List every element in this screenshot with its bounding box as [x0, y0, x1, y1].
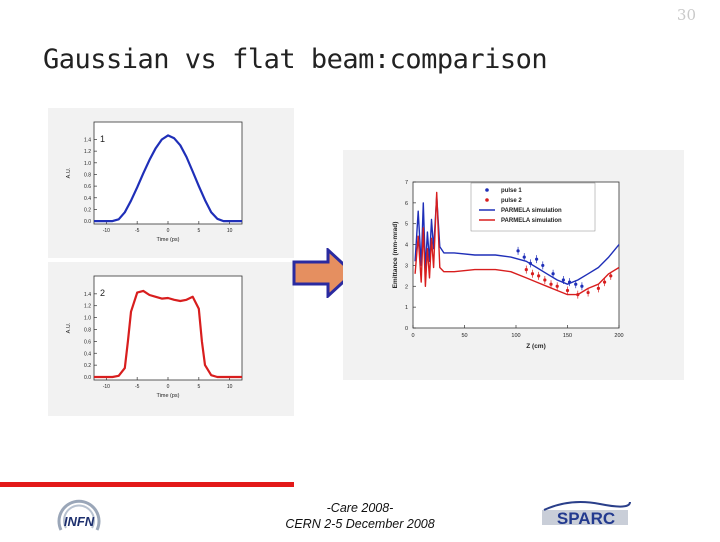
y-axis-label: A.U. [66, 322, 72, 333]
y-tick-label: 0.6 [84, 339, 91, 345]
arrow-right-icon [292, 248, 356, 298]
legend-label: pulse 2 [501, 198, 522, 204]
legend-box [470, 182, 596, 232]
x-tick-label: -10 [103, 384, 110, 390]
data-point-pulse-1-2 [551, 272, 555, 276]
y-tick-label: 5 [405, 222, 408, 228]
y-tick-label: 0 [405, 326, 408, 332]
pulse-2-line [94, 289, 242, 379]
y-tick-label: 7 [405, 180, 408, 186]
footer-line-1: -Care 2008- [326, 501, 394, 515]
emittance-svg: 0 1 2 3 4 5 6 7 0 50 100 150 200 Z (cm) Emittance (mm-… [392, 180, 624, 350]
data-point-pulse-2-3 [543, 278, 547, 282]
y-axis-label: Emittance (mm-mrad) [392, 222, 399, 289]
x-tick-label: 10 [227, 384, 233, 390]
legend-marker [485, 188, 489, 192]
pulse-profile-chart-1: 0.0 0.2 0.4 0.6 0.8 1.0 1.2 1.4 -10 -5 0 5 10 Time (p… [48, 108, 294, 258]
y-axis-label: A.U. [66, 167, 72, 178]
y-tick-label: 0.0 [84, 219, 91, 225]
x-tick-label: 5 [197, 228, 200, 234]
x-tick-label: -5 [135, 384, 140, 390]
y-tick-label: 1.0 [84, 316, 91, 322]
data-point-pulse-2-3 [530, 272, 535, 276]
data-point-pulse-1-2 [541, 263, 545, 268]
data-point-pulse-2-3 [576, 293, 580, 297]
y-tick-label: 0.6 [84, 184, 91, 190]
sparc-logo-text: SPARC [557, 509, 615, 528]
pulse-1-line [94, 134, 242, 223]
infn-logo: INFN [55, 494, 103, 538]
y-tick-label: 0.4 [84, 196, 91, 202]
data-point-pulse-2-3 [549, 282, 553, 286]
footer-accent-bar [0, 482, 294, 487]
y-tick-label: 0.2 [84, 207, 91, 213]
x-axis-label: Time (ps) [156, 393, 179, 399]
x-tick-label: 0 [167, 384, 170, 390]
data-point-pulse-1-2 [528, 261, 533, 265]
data-point-pulse-2-3 [537, 274, 541, 278]
y-tick-label: 2 [405, 284, 408, 290]
pulse-1-svg: 0.0 0.2 0.4 0.6 0.8 1.0 1.2 1.4 -10 -5 0 5 10 Time (p… [66, 121, 243, 243]
data-point-pulse-1-2 [580, 284, 584, 288]
x-tick-label: 150 [563, 333, 572, 339]
y-tick-label: 1 [405, 305, 408, 311]
legend-label: PARMELA simulation [501, 218, 562, 224]
slide-title: Gaussian vs flat beam:comparison [43, 44, 548, 75]
x-axis-label: Time (ps) [156, 237, 179, 243]
x-tick-label: 0 [167, 228, 170, 234]
footer-line-2: CERN 2-5 December 2008 [285, 517, 435, 531]
data-point-pulse-2-3 [555, 284, 559, 288]
y-tick-label: 1.2 [84, 149, 91, 155]
x-tick-label: 50 [461, 333, 467, 339]
slide-number: 30 [676, 6, 696, 24]
sparc-logo: SPARC [540, 498, 632, 530]
legend-marker [485, 198, 489, 202]
footer-text: -Care 2008- CERN 2-5 December 2008 [230, 500, 490, 532]
y-tick-label: 0.0 [84, 375, 91, 381]
data-point-pulse-1-2 [535, 257, 539, 261]
y-tick-label: 3 [405, 263, 408, 269]
series-line-parmela-simulation-1 [414, 191, 620, 296]
x-tick-label: 100 [511, 333, 520, 339]
x-axis-label: Z (cm) [526, 343, 546, 350]
plot-frame [93, 121, 243, 225]
y-tick-label: 1.4 [84, 137, 91, 143]
x-tick-label: 10 [227, 228, 233, 234]
y-tick-label: 1.4 [84, 292, 91, 298]
emittance-chart-panel: 0 1 2 3 4 5 6 7 0 50 100 150 200 Z (cm) Emittance (mm-… [343, 150, 684, 380]
data-point-pulse-2-3 [609, 274, 613, 278]
y-tick-label: 0.4 [84, 351, 91, 357]
panel-label: 2 [100, 288, 105, 298]
data-point-pulse-1-2 [522, 255, 526, 259]
x-tick-label: 0 [411, 333, 414, 339]
pulse-profile-chart-2: 0.0 0.2 0.4 0.6 0.8 1.0 1.2 1.4 -10 -5 0 5 10 Time (p… [48, 262, 294, 416]
data-point-pulse-1-2 [561, 278, 565, 282]
x-tick-label: -10 [103, 228, 110, 234]
y-tick-label: 6 [405, 201, 408, 207]
data-point-pulse-1-2 [567, 280, 572, 284]
x-tick-label: 200 [614, 333, 623, 339]
x-tick-label: 5 [197, 384, 200, 390]
data-point-pulse-1-2 [574, 282, 578, 286]
y-tick-label: 0.8 [84, 327, 91, 333]
legend-label: pulse 1 [501, 188, 522, 194]
data-point-pulse-2-3 [602, 280, 607, 284]
data-point-pulse-2-3 [596, 286, 600, 290]
y-tick-label: 0.8 [84, 172, 91, 178]
y-tick-label: 1.2 [84, 304, 91, 310]
y-tick-label: 4 [405, 243, 408, 249]
y-tick-label: 0.2 [84, 363, 91, 369]
data-point-pulse-2-3 [586, 290, 590, 295]
data-point-pulse-2-3 [524, 268, 528, 272]
data-point-pulse-1-2 [516, 249, 520, 253]
panel-label: 1 [100, 134, 105, 144]
pulse-2-svg: 0.0 0.2 0.4 0.6 0.8 1.0 1.2 1.4 -10 -5 0 5 10 Time (p… [66, 275, 243, 399]
infn-logo-text: INFN [64, 514, 95, 529]
x-tick-label: -5 [135, 228, 140, 234]
plot-frame [93, 275, 243, 381]
legend-label: PARMELA simulation [501, 208, 562, 214]
data-point-pulse-2-3 [565, 288, 570, 293]
y-tick-label: 1.0 [84, 161, 91, 167]
